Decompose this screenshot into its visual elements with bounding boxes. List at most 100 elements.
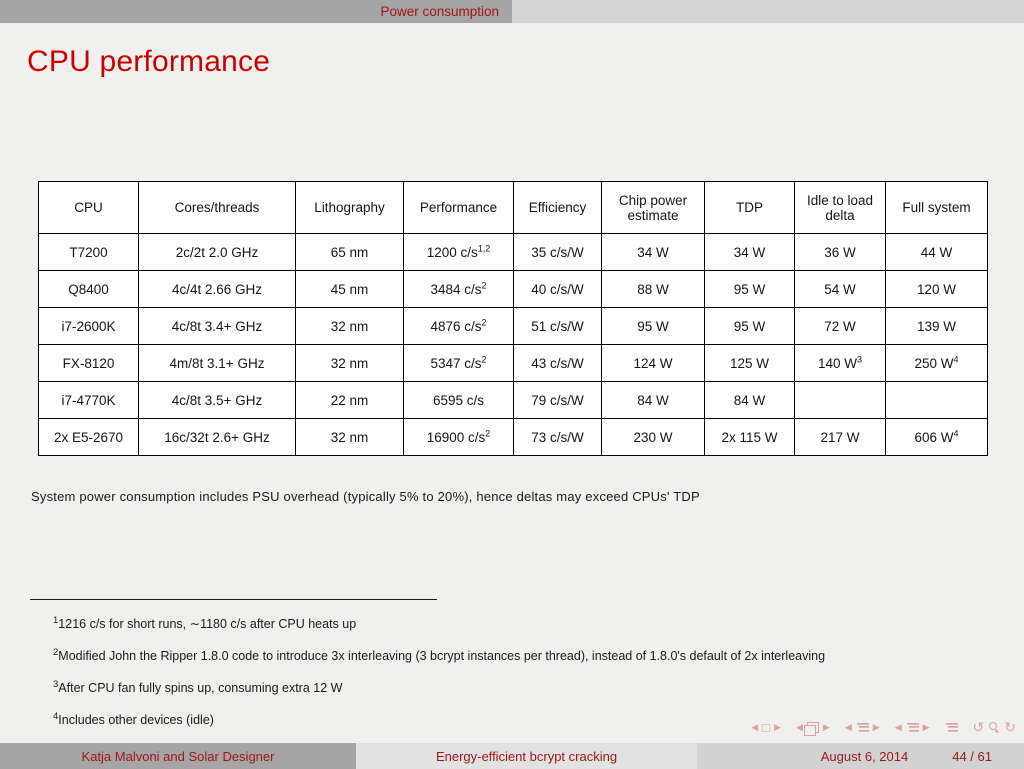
table-cell — [885, 381, 988, 419]
table-cell: 6595 c/s — [403, 381, 514, 419]
table-row: 2x E5-2670 16c/32t 2.6+ GHz 32 nm 16900 c/s… — [38, 418, 988, 456]
nav-group: ◀ ▶ — [893, 721, 932, 733]
table-cell: 36 W — [794, 233, 886, 271]
table-cell: 65 nm — [295, 233, 404, 271]
footer-authors: Katja Malvoni and Solar Designer — [0, 743, 356, 769]
table-header-cell: Idle to load delta — [794, 181, 886, 234]
section-bar-active-segment: Power consumption — [0, 0, 512, 23]
table-cell: 44 W — [885, 233, 988, 271]
footnote-2: 2Modified John the Ripper 1.8.0 code to … — [53, 647, 826, 664]
table-cell: 73 c/s/W — [513, 418, 602, 456]
table-cell: 72 W — [794, 307, 886, 345]
next-frame-icon[interactable]: ▶ — [822, 721, 830, 732]
table-cell: 4c/8t 3.4+ GHz — [138, 307, 296, 345]
psu-overhead-note: System power consumption includes PSU ov… — [31, 489, 700, 504]
nav-group: ◀ ▶ — [794, 721, 832, 736]
footnotes: 11216 c/s for short runs, ∼1180 c/s afte… — [30, 603, 916, 732]
footer-bar: Katja Malvoni and Solar Designer Energy-… — [0, 743, 1024, 769]
table-cell: 43 c/s/W — [513, 344, 602, 382]
table-cell: 2x E5-2670 — [38, 418, 139, 456]
table-cell: 95 W — [704, 270, 795, 308]
table-row: T7200 2c/2t 2.0 GHz 65 nm 1200 c/s1,2 35 c/s… — [38, 233, 988, 271]
table-header-cell: Cores/threads — [138, 181, 296, 234]
footnote-1: 11216 c/s for short runs, ∼1180 c/s afte… — [53, 615, 357, 632]
table-cell: 120 W — [885, 270, 988, 308]
prev-section-icon[interactable]: ◀ — [844, 721, 852, 732]
section-list-icon[interactable] — [855, 721, 869, 733]
nav-group: ◀ □ ▶ — [749, 721, 783, 734]
table-cell: 54 W — [794, 270, 886, 308]
table-cell: 3484 c/s2 — [403, 270, 514, 308]
footer-right-segment: August 6, 2014 44 / 61 — [697, 743, 1024, 769]
back-icon[interactable]: ↺ — [972, 719, 985, 735]
table-cell: i7-2600K — [38, 307, 139, 345]
frame-overlays-icon[interactable] — [803, 721, 819, 736]
prev-subsection-icon[interactable]: ◀ — [894, 721, 902, 732]
table-cell: 84 W — [704, 381, 795, 419]
table-cell: 32 nm — [295, 418, 404, 456]
table-cell: 32 nm — [295, 307, 404, 345]
next-section-icon[interactable]: ▶ — [872, 721, 880, 732]
table-cell: 217 W — [794, 418, 886, 456]
table-cell: 95 W — [601, 307, 705, 345]
next-subsection-icon[interactable]: ▶ — [922, 721, 930, 732]
table-cell: 5347 c/s2 — [403, 344, 514, 382]
nav-group: ↺ ↻ — [971, 720, 1018, 734]
table-header-cell: Performance — [403, 181, 514, 234]
table-row: i7-4770K 4c/8t 3.5+ GHz 22 nm 6595 c/s 79 c/… — [38, 381, 988, 419]
table-cell: 125 W — [704, 344, 795, 382]
table-header-cell: Efficiency — [513, 181, 602, 234]
table-cell: 139 W — [885, 307, 988, 345]
table-cell: 35 c/s/W — [513, 233, 602, 271]
table-cell: 34 W — [704, 233, 795, 271]
table-row: FX-8120 4m/8t 3.1+ GHz 32 nm 5347 c/s2 43 c/… — [38, 344, 988, 382]
table-header-cell: Lithography — [295, 181, 404, 234]
table-cell: 40 c/s/W — [513, 270, 602, 308]
nav-group — [943, 721, 960, 733]
forward-icon[interactable]: ↻ — [1004, 719, 1016, 735]
table-cell: 1200 c/s1,2 — [403, 233, 514, 271]
subsection-list-icon[interactable] — [905, 721, 919, 733]
section-bar-inactive-segment — [512, 0, 1024, 23]
table-cell: 34 W — [601, 233, 705, 271]
table-header-cell: CPU — [38, 181, 139, 234]
table-header-cell: Full system — [885, 181, 988, 234]
appendix-list-icon[interactable] — [944, 721, 958, 733]
table-cell: 51 c/s/W — [513, 307, 602, 345]
prev-frame-icon[interactable]: ◀ — [796, 721, 803, 732]
footer-page-number: 44 / 61 — [952, 748, 992, 764]
table-cell: 16900 c/s2 — [403, 418, 514, 456]
search-icon[interactable] — [988, 721, 1000, 733]
table-cell: 79 c/s/W — [513, 381, 602, 419]
table-cell: Q8400 — [38, 270, 139, 308]
table-cell: 32 nm — [295, 344, 404, 382]
table-cell: 230 W — [601, 418, 705, 456]
table-body: T7200 2c/2t 2.0 GHz 65 nm 1200 c/s1,2 35 c/s… — [38, 233, 988, 456]
table-cell: 4m/8t 3.1+ GHz — [138, 344, 296, 382]
table-cell: 250 W4 — [885, 344, 988, 382]
slide-icon[interactable]: □ — [762, 719, 771, 735]
table-header-cell: Chip power estimate — [601, 181, 705, 234]
next-slide-icon[interactable]: ▶ — [774, 721, 781, 732]
footer-date: August 6, 2014 — [820, 748, 909, 764]
table-row: Q8400 4c/4t 2.66 GHz 45 nm 3484 c/s2 40 c/s/… — [38, 270, 988, 308]
footnote-4: 4Includes other devices (idle) — [53, 711, 214, 728]
table-cell: 4876 c/s2 — [403, 307, 514, 345]
table-cell: 140 W3 — [794, 344, 886, 382]
table-cell: 2c/2t 2.0 GHz — [138, 233, 296, 271]
table-cell: i7-4770K — [38, 381, 139, 419]
nav-group: ◀ ▶ — [843, 721, 882, 733]
table-cell: 45 nm — [295, 270, 404, 308]
table-header-cell: TDP — [704, 181, 795, 234]
table-cell: 4c/4t 2.66 GHz — [138, 270, 296, 308]
table-cell: 124 W — [601, 344, 705, 382]
beamer-navigation-bar: ◀ □ ▶ ◀ ▶ ◀ ▶ ◀ ▶ ↺ ↻ — [650, 717, 1018, 737]
table-cell: T7200 — [38, 233, 139, 271]
slide-title: CPU performance — [27, 45, 271, 78]
table-cell: 88 W — [601, 270, 705, 308]
table-cell: 84 W — [601, 381, 705, 419]
table-cell — [794, 381, 886, 419]
footnote-rule — [30, 599, 437, 600]
table-cell: 95 W — [704, 307, 795, 345]
prev-slide-icon[interactable]: ◀ — [751, 721, 759, 732]
